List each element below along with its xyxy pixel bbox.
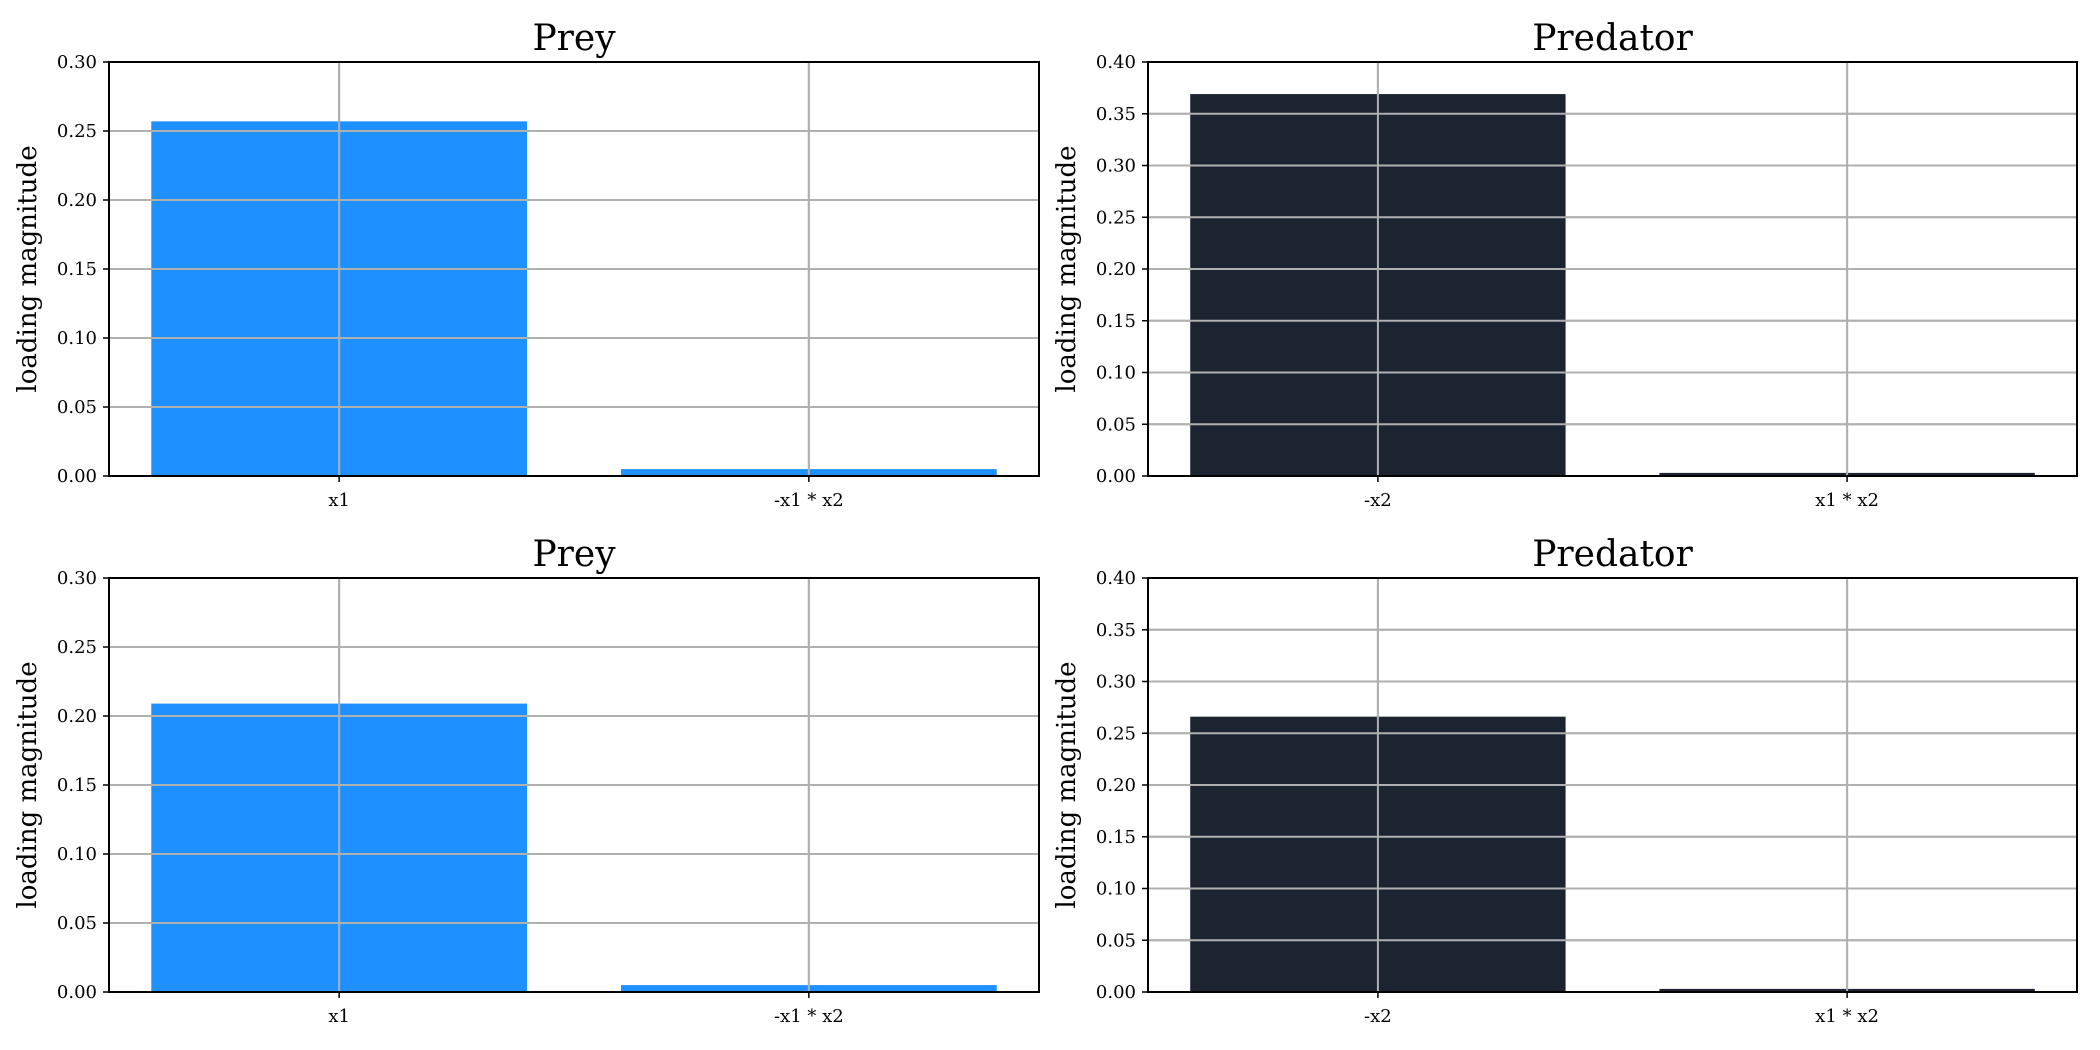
y-tick-label: 0.35 <box>1096 620 1136 641</box>
y-tick-label: 0.30 <box>1096 672 1136 693</box>
y-tick-label: 0.20 <box>57 190 97 211</box>
chart-title: Predator <box>1532 534 1693 575</box>
y-axis-label: loading magnitude <box>1052 145 1082 392</box>
axes-frame <box>1147 61 2078 477</box>
x-tick-label: x1 * x2 <box>1815 1006 1879 1027</box>
y-tick-label: 0.40 <box>1096 568 1136 589</box>
y-tick-label: 0.00 <box>1096 982 1136 1003</box>
y-tick-label: 0.30 <box>1096 156 1136 177</box>
chart-panel-1: 0.00 0.05 0.10 0.15 0.20 0.25 0.30 x1 -x1 * x2 Pr… <box>13 18 1040 511</box>
y-tick-label: 0.25 <box>57 637 97 658</box>
y-axis-label: loading magnitude <box>13 661 43 908</box>
y-tick-label: 0.25 <box>57 121 97 142</box>
x-tick-label: x1 <box>328 1006 350 1027</box>
y-tick-label: 0.30 <box>57 52 97 73</box>
axes-frame <box>108 61 1040 477</box>
y-tick-label: 0.15 <box>1096 827 1136 848</box>
y-tick-label: 0.25 <box>1096 207 1136 228</box>
y-tick-label: 0.10 <box>57 328 97 349</box>
y-tick-label: 0.05 <box>57 913 97 934</box>
chart-panel-4: 0.00 0.05 0.10 0.15 0.20 0.25 0.30 0.35 0.40 -x2 x… <box>1052 534 2078 1027</box>
y-tick-label: 0.00 <box>1096 466 1136 487</box>
axes-frame <box>108 577 1040 993</box>
y-tick-label: 0.30 <box>57 568 97 589</box>
y-tick-label: 0.05 <box>1096 930 1136 951</box>
y-tick-label: 0.15 <box>57 259 97 280</box>
axes-frame <box>1147 577 2078 993</box>
x-tick-label: x1 * x2 <box>1815 490 1879 511</box>
x-tick-label: -x2 <box>1364 490 1392 511</box>
y-tick-label: 0.20 <box>57 706 97 727</box>
y-tick-label: 0.20 <box>1096 259 1136 280</box>
x-tick-label: -x1 * x2 <box>774 1006 844 1027</box>
y-tick-label: 0.00 <box>57 982 97 1003</box>
y-tick-label: 0.10 <box>1096 363 1136 384</box>
y-tick-label: 0.20 <box>1096 775 1136 796</box>
y-axis-label: loading magnitude <box>1052 661 1082 908</box>
chart-panel-3: 0.00 0.05 0.10 0.15 0.20 0.25 0.30 x1 -x1 * x2 Pr… <box>13 534 1040 1027</box>
x-tick-label: x1 <box>328 490 350 511</box>
chart-title: Prey <box>532 534 616 575</box>
y-tick-label: 0.35 <box>1096 104 1136 125</box>
x-tick-label: -x1 * x2 <box>774 490 844 511</box>
chart-title: Prey <box>532 18 616 59</box>
chart-panel-2: 0.00 0.05 0.10 0.15 0.20 0.25 0.30 0.35 0.40 -x2 x… <box>1052 18 2078 511</box>
y-tick-label: 0.15 <box>1096 311 1136 332</box>
y-tick-label: 0.40 <box>1096 52 1136 73</box>
y-tick-label: 0.25 <box>1096 723 1136 744</box>
chart-title: Predator <box>1532 18 1693 59</box>
y-axis-label: loading magnitude <box>13 145 43 392</box>
y-tick-label: 0.05 <box>1096 414 1136 435</box>
y-tick-label: 0.10 <box>57 844 97 865</box>
y-tick-label: 0.15 <box>57 775 97 796</box>
y-tick-label: 0.05 <box>57 397 97 418</box>
x-tick-label: -x2 <box>1364 1006 1392 1027</box>
y-tick-label: 0.00 <box>57 466 97 487</box>
y-tick-label: 0.10 <box>1096 879 1136 900</box>
